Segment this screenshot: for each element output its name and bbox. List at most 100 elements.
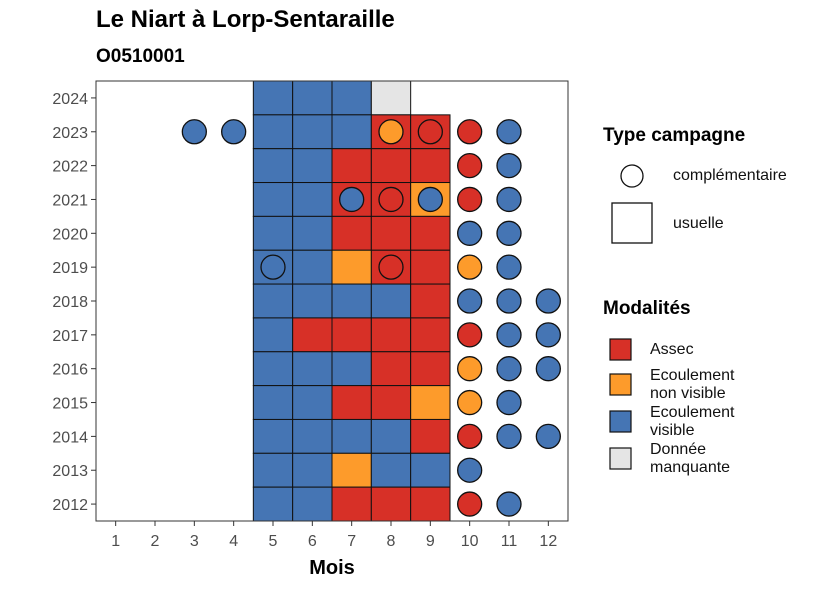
x-tick-label: 12	[539, 533, 557, 550]
usuelle-cell	[410, 249, 451, 285]
legend-circle-icon	[620, 164, 644, 188]
legend-symbols	[609, 164, 653, 470]
usuelle-cell	[410, 418, 451, 454]
complementaire-point	[496, 186, 522, 213]
complementaire-point	[417, 186, 443, 213]
usuelle-cell	[252, 148, 294, 184]
complementaire-point	[457, 288, 483, 314]
usuelle-cell	[331, 351, 372, 387]
usuelle-cell	[410, 351, 451, 387]
legend-square-icon	[611, 202, 653, 244]
complementaire-point	[457, 254, 483, 280]
usuelle-cell	[370, 418, 412, 454]
complementaire-point	[457, 119, 483, 145]
usuelle-cell	[331, 486, 372, 522]
complementaire-point	[535, 288, 561, 314]
usuelle-cell	[252, 452, 294, 488]
y-tick-label: 2020	[52, 226, 88, 243]
usuelle-cell	[252, 418, 294, 454]
usuelle-cell	[331, 80, 372, 116]
usuelle-cell	[331, 215, 372, 251]
complementaire-point	[535, 356, 561, 382]
usuelle-cell	[292, 385, 333, 420]
usuelle-cell	[292, 182, 333, 217]
complementaire-point	[457, 491, 483, 517]
complementaire-point	[496, 220, 522, 246]
usuelle-cell	[252, 317, 294, 353]
usuelle-cell	[292, 148, 333, 184]
usuelle-cell	[410, 317, 451, 353]
complementaire-point	[496, 356, 522, 382]
x-tick-label: 9	[426, 533, 435, 550]
complementaire-point	[535, 322, 561, 348]
usuelle-cell	[370, 283, 412, 319]
usuelle-cell	[292, 283, 333, 319]
usuelle-cell	[370, 148, 412, 184]
complementaire-point	[457, 322, 483, 348]
complementaire-point	[339, 186, 365, 213]
usuelle-cell	[252, 215, 294, 251]
legend-label-line: Donnée	[650, 441, 707, 458]
complementaire-point	[181, 119, 207, 145]
legend-label-line: non visible	[650, 385, 726, 402]
usuelle-cell	[370, 385, 412, 420]
usuelle-cell	[331, 418, 372, 454]
complementaire-points	[181, 119, 561, 517]
usuelle-cell	[331, 148, 372, 184]
usuelle-cell	[252, 351, 294, 387]
complementaire-point	[378, 186, 404, 213]
complementaire-point	[221, 119, 247, 145]
usuelle-cell	[292, 351, 333, 387]
usuelle-cell	[292, 452, 333, 488]
legend-type-title: Type campagne	[603, 125, 746, 146]
chart-title: Le Niart à Lorp-Sentaraille	[96, 6, 395, 33]
y-tick-label: 2022	[52, 159, 88, 176]
complementaire-point	[457, 389, 483, 416]
complementaire-point	[535, 423, 561, 450]
complementaire-point	[496, 491, 522, 517]
x-tick-label: 10	[461, 533, 479, 550]
usuelle-cell	[252, 283, 294, 319]
usuelle-cell	[370, 351, 412, 387]
usuelle-cell	[331, 283, 372, 319]
usuelle-cell	[410, 283, 451, 319]
x-tick-label: 2	[151, 533, 160, 550]
y-tick-label: 2014	[52, 429, 88, 446]
complementaire-point	[457, 220, 483, 246]
y-tick-label: 2017	[52, 328, 88, 345]
x-tick-label: 8	[387, 533, 396, 550]
usuelle-cell	[370, 215, 412, 251]
y-tick-label: 2023	[52, 125, 88, 142]
complementaire-point	[496, 254, 522, 280]
complementaire-point	[496, 389, 522, 416]
usuelle-cell	[252, 114, 294, 150]
legend-label-line: Assec	[650, 341, 694, 358]
legend-swatch	[609, 373, 632, 396]
y-tick-label: 2016	[52, 362, 88, 379]
legend-swatch	[609, 410, 632, 433]
complementaire-point	[496, 288, 522, 314]
x-tick-label: 6	[308, 533, 317, 550]
usuelle-cell	[252, 486, 294, 522]
usuelle-cell	[370, 452, 412, 488]
usuelle-cell	[370, 317, 412, 353]
legend-label-assec: Assec	[650, 341, 694, 359]
usuelle-cell	[292, 418, 333, 454]
complementaire-point	[496, 423, 522, 450]
y-tick-label: 2018	[52, 294, 88, 311]
complementaire-point	[496, 152, 522, 179]
complementaire-point	[378, 119, 404, 145]
usuelle-cell	[292, 486, 333, 522]
complementaire-point	[496, 322, 522, 348]
complementaire-point	[260, 254, 286, 280]
complementaire-point	[496, 119, 522, 145]
y-tick-label: 2024	[52, 91, 88, 108]
complementaire-point	[417, 119, 443, 145]
complementaire-point	[457, 186, 483, 213]
usuelle-cell	[331, 114, 372, 150]
usuelle-cell	[292, 215, 333, 251]
y-tick-label: 2021	[52, 192, 88, 209]
usuelle-cell	[252, 80, 294, 116]
x-axis: 1 2 3 4 5 6 7 8 9 10 11 12	[111, 521, 557, 550]
